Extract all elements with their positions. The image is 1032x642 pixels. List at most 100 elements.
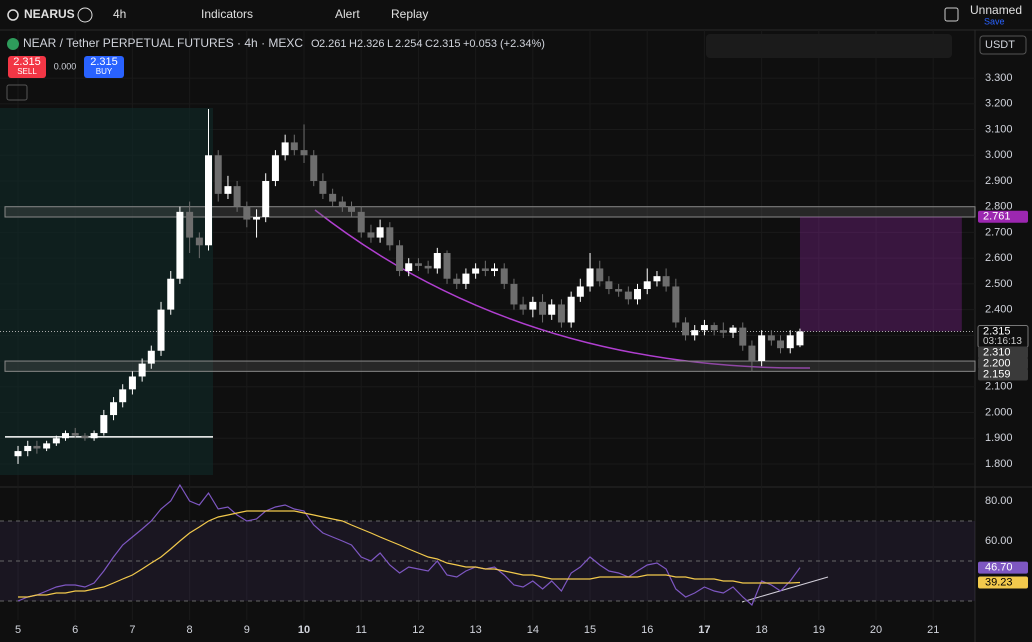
candle-body — [243, 206, 251, 220]
y-tick-label: 1.800 — [985, 458, 1013, 470]
candle-body — [786, 335, 794, 349]
candle-body — [748, 345, 756, 362]
layout-name[interactable]: Unnamed — [970, 3, 1022, 17]
candle-body — [719, 330, 727, 333]
candle-body — [376, 227, 384, 238]
candle-body — [52, 438, 60, 444]
candle-body — [682, 322, 690, 336]
y-tick-label: 3.200 — [985, 98, 1013, 110]
symbol[interactable]: NEARUS — [24, 7, 75, 21]
price-tag — [978, 368, 1028, 381]
candle-body — [90, 433, 98, 439]
candle-body — [491, 268, 499, 272]
candle-body — [300, 150, 308, 156]
candle-body — [367, 232, 375, 238]
candle-body — [586, 268, 594, 287]
candle-body — [186, 211, 194, 238]
legend-ohlc-value: 2.261 — [319, 38, 347, 50]
legend-ohlc-value: 2.326 — [357, 38, 385, 50]
candle-body — [462, 273, 470, 284]
price-tag — [978, 357, 1028, 370]
y-tick-label: 2.700 — [985, 226, 1013, 238]
candle-body — [262, 180, 270, 218]
rsi-value-tag — [978, 561, 1028, 574]
indicators[interactable]: Indicators — [201, 7, 253, 21]
interval[interactable]: 4h — [113, 7, 126, 21]
x-tick-label: 15 — [584, 624, 596, 636]
legend-change: +0.053 (+2.34%) — [463, 38, 545, 50]
buy-label[interactable]: BUY — [96, 67, 113, 76]
spread: 0.000 — [54, 61, 77, 71]
x-tick-label: 11 — [356, 624, 367, 636]
candle-body — [796, 331, 804, 346]
candle-body — [14, 451, 22, 457]
y-tick-label: 3.000 — [985, 149, 1013, 161]
candle-body — [510, 283, 518, 305]
rsi-trendline — [741, 576, 829, 603]
replay[interactable]: Replay — [391, 7, 428, 21]
position-box — [799, 216, 962, 332]
rsi-line — [18, 510, 801, 598]
candle-body — [405, 263, 413, 272]
candle-body — [119, 389, 127, 403]
candle-body — [271, 155, 279, 181]
zone — [4, 206, 976, 218]
candle-body — [453, 278, 461, 284]
legend-ohlc-label: C — [425, 38, 433, 50]
candle-body — [653, 276, 661, 282]
search-icon[interactable] — [7, 9, 19, 21]
candle-body — [338, 201, 346, 207]
sell-label[interactable]: SELL — [17, 67, 37, 76]
y-tick-label: 3.100 — [985, 123, 1013, 135]
candle-body — [195, 237, 203, 246]
candle-body — [539, 301, 547, 315]
buy-price[interactable]: 2.315 — [90, 56, 118, 68]
sell-button[interactable] — [8, 56, 46, 78]
sell-price[interactable]: 2.315 — [13, 56, 41, 68]
candle-body — [396, 245, 404, 272]
legend-title: NEAR / Tether PERPETUAL FUTURES · 4h · M… — [23, 36, 303, 50]
legend-ohlc-label: L — [387, 38, 393, 50]
candle-body — [739, 327, 747, 346]
x-tick-label: 8 — [187, 624, 193, 636]
candle-body — [33, 445, 41, 449]
price-tag-label: 2.761 — [983, 211, 1011, 223]
add-symbol[interactable] — [77, 7, 93, 23]
candle-body — [777, 340, 785, 349]
x-tick-label: 9 — [244, 624, 250, 636]
candle-body — [596, 268, 604, 282]
legend-ohlc-value: 2.254 — [395, 38, 423, 50]
price-tag-label: 2.315 — [983, 325, 1011, 337]
candle-body — [214, 155, 222, 194]
collapse-button[interactable] — [6, 84, 28, 101]
candle-body — [443, 253, 451, 279]
alert[interactable]: Alert — [335, 7, 360, 21]
candle-body — [233, 186, 241, 207]
symbol-logo — [7, 38, 19, 50]
y-tick-label: 2.800 — [985, 201, 1013, 213]
buy-button[interactable] — [84, 56, 124, 78]
layout-checkbox[interactable] — [944, 7, 959, 22]
candle-body — [634, 289, 642, 300]
price-tag-countdown: 03:16:13 — [983, 336, 1022, 347]
price-tag-label: 2.159 — [983, 368, 1011, 380]
save[interactable]: Save — [984, 16, 1005, 26]
candle-body — [519, 304, 527, 310]
candle-body — [433, 253, 441, 269]
candle-body — [624, 291, 632, 300]
candle-body — [662, 276, 670, 287]
currency[interactable]: USDT — [985, 39, 1015, 51]
candle-body — [138, 363, 146, 377]
x-tick-label: 18 — [756, 624, 768, 636]
candle-body — [157, 309, 165, 351]
candle-body — [290, 142, 298, 151]
y-tick-label: 2.600 — [985, 252, 1013, 264]
x-tick-label: 5 — [15, 624, 21, 636]
y-tick-label: 2.400 — [985, 304, 1013, 316]
candle-body — [253, 217, 261, 220]
x-tick-label: 19 — [813, 624, 825, 636]
volume-profile-area — [0, 108, 213, 475]
currency-box[interactable] — [979, 35, 1027, 55]
legend-ohlc-label: O — [311, 38, 320, 50]
